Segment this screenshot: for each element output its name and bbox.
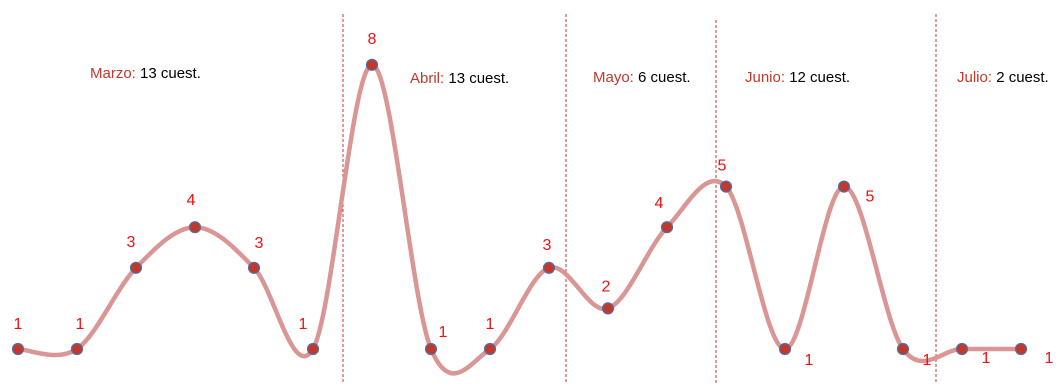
data-point: [424, 342, 438, 356]
annotation-julio: Julio: 2 cuest.: [957, 69, 1049, 86]
data-point: [70, 342, 84, 356]
data-label: 3: [127, 234, 136, 251]
data-point: [306, 342, 320, 356]
annotation-julio-count: 2 cuest.: [992, 69, 1049, 86]
data-point: [719, 180, 733, 193]
data-point: [955, 342, 969, 356]
data-point: [896, 342, 910, 356]
data-point: [247, 261, 261, 274]
data-point: [11, 342, 25, 356]
annotation-abril-name: Abril:: [410, 70, 444, 87]
data-label: 1: [14, 316, 23, 333]
data-label: 5: [718, 158, 727, 175]
data-label: 3: [255, 235, 264, 252]
annotation-julio-name: Julio:: [957, 69, 992, 86]
annotation-mayo: Mayo: 6 cuest.: [593, 69, 691, 86]
data-point: [188, 221, 202, 234]
data-label: 1: [486, 316, 495, 333]
data-point: [660, 221, 674, 234]
month-annotations: Marzo: 13 cuest. Abril: 13 cuest. Mayo: …: [90, 65, 1049, 87]
data-label: 1: [805, 352, 814, 369]
data-label: 8: [368, 31, 377, 48]
annotation-marzo: Marzo: 13 cuest.: [90, 65, 201, 82]
annotation-junio: Junio: 12 cuest.: [745, 69, 850, 86]
annotation-abril-count: 13 cuest.: [444, 70, 509, 87]
data-label: 1: [923, 352, 932, 369]
data-label: 1: [299, 316, 308, 333]
data-point: [365, 58, 379, 71]
data-label: 4: [655, 195, 664, 212]
data-label: 1: [982, 350, 991, 367]
data-point: [778, 342, 792, 356]
annotation-mayo-count: 6 cuest.: [634, 69, 691, 86]
data-label: 4: [187, 192, 196, 209]
data-labels: 1 1 3 4 3 1 8 1 1 3 2 4 5 1 5 1 1 1: [14, 31, 1054, 369]
annotation-mayo-name: Mayo:: [593, 69, 634, 86]
data-markers: [11, 58, 1028, 356]
data-point: [129, 261, 143, 274]
data-point: [601, 302, 615, 315]
data-label: 1: [439, 324, 448, 341]
data-label: 1: [1045, 350, 1054, 367]
data-label: 1: [76, 316, 85, 333]
series-line: [15, 62, 1024, 376]
data-label: 5: [866, 189, 875, 206]
data-point: [542, 261, 556, 274]
data-point: [1014, 342, 1028, 356]
data-point: [837, 180, 851, 193]
annotation-marzo-name: Marzo:: [90, 65, 136, 82]
data-label: 2: [602, 278, 611, 295]
annotation-abril: Abril: 13 cuest.: [410, 70, 509, 87]
annotation-junio-name: Junio:: [745, 69, 785, 86]
data-point: [483, 342, 497, 356]
annotation-junio-count: 12 cuest.: [785, 69, 850, 86]
data-label: 3: [543, 237, 552, 254]
annotation-marzo-count: 13 cuest.: [136, 65, 201, 82]
